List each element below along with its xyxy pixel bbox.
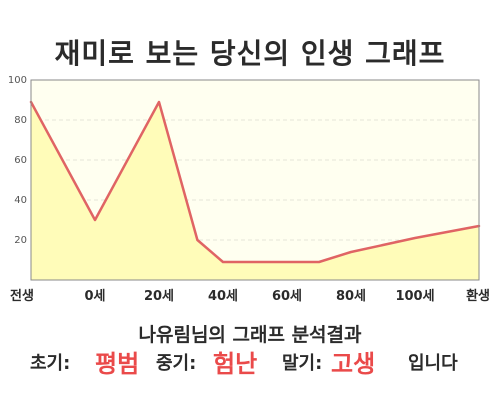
area-fill [31,102,479,280]
early-label: 초기: [30,353,71,374]
y-tick-label: 100 [8,75,27,86]
x-tick-label: 전생 [10,288,34,304]
x-axis-ticks: 전생 0세 20세 40세 60세 80세 100세 환생 [10,288,490,304]
plot-border [30,79,480,281]
x-tick-label: 60세 [272,289,302,304]
x-tick-label: 0세 [84,289,105,304]
x-tick-label: 40세 [208,289,238,304]
result-subtitle: 나유림님의 그래프 분석결과 [138,324,362,346]
y-tick-label: 40 [14,195,27,206]
late-label: 말기: [282,353,323,374]
y-tick-label: 60 [14,155,27,166]
late-value: 고생 [331,350,376,378]
early-value: 평범 [95,350,140,378]
series-line [29,100,481,264]
summary-ending: 입니다 [408,353,458,374]
y-axis-ticks: 20 40 60 80 100 [8,75,27,246]
x-tick-label: 80세 [336,289,366,304]
y-tick-label: 80 [14,115,27,126]
result-summary: 초기: 평범 중기: 험난 말기: 고생 입니다 [0,346,500,382]
x-tick-label: 100세 [395,289,434,304]
x-tick-label: 20세 [144,289,174,304]
middle-label: 중기: [156,353,197,374]
chart-title: 재미로 보는 당신의 인생 그래프 [54,37,446,70]
middle-value: 험난 [213,350,258,378]
x-tick-label: 환생 [466,288,490,304]
y-tick-label: 20 [14,235,27,246]
